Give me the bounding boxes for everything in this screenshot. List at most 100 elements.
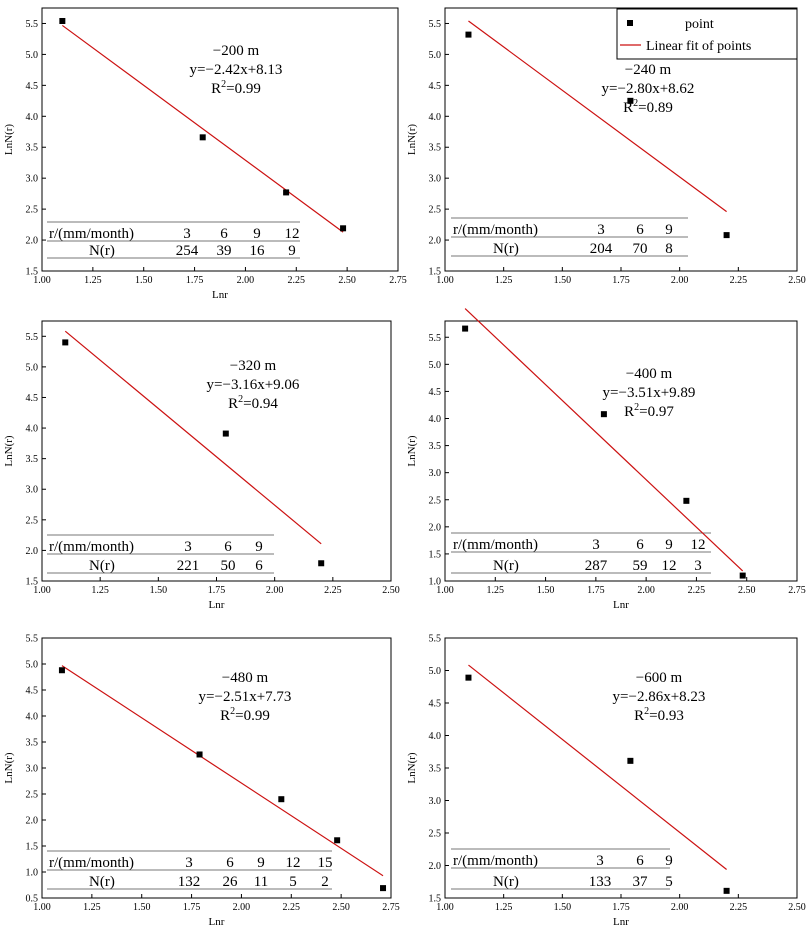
x-tick-label: 2.50 (788, 275, 806, 286)
y-axis-label: LnN(r) (3, 752, 15, 783)
x-tick-label: 2.25 (288, 275, 306, 286)
annotation-equation: y=−3.51x+9.89 (603, 385, 696, 401)
y-tick-label: 3.5 (429, 764, 442, 775)
table-n-label: N(r) (493, 558, 519, 574)
y-axis-label: LnN(r) (406, 752, 418, 783)
x-tick-label: 1.00 (436, 275, 454, 286)
y-tick-label: 1.0 (26, 868, 39, 879)
annotation-depth: −200 m (213, 43, 260, 59)
y-tick-label: 5.5 (26, 19, 39, 30)
fit-line (61, 665, 384, 877)
plot-frame (41, 7, 399, 272)
table-n-value: 39 (217, 243, 232, 259)
table-r-label: r/(mm/month) (49, 226, 134, 242)
annotation-equation: y=−2.42x+8.13 (190, 62, 283, 78)
x-tick-label: 2.00 (233, 902, 251, 913)
y-tick-label: 4.5 (429, 387, 442, 398)
table-r-value: 3 (592, 537, 600, 553)
table-r-value: 3 (183, 226, 191, 242)
x-tick-label: 1.75 (612, 902, 630, 913)
y-tick-label: 5.5 (429, 634, 442, 645)
annotation-r2: R2=0.99 (211, 79, 261, 97)
x-tick-label: 1.75 (208, 585, 226, 596)
chart-panel: 1.00 1.25 1.50 1.75 2.00 2.25 2.50 2.75 1.0 1.5 2.… (406, 308, 806, 611)
table-r-value: 6 (636, 853, 644, 869)
y-tick-label: 2.0 (429, 861, 442, 872)
data-point (196, 751, 203, 758)
x-tick-label: 2.50 (332, 902, 350, 913)
x-tick-label: 1.25 (84, 275, 102, 286)
r2-superscript: 2 (644, 706, 649, 717)
annotation-depth: −400 m (626, 366, 673, 382)
y-tick-label: 5.5 (26, 332, 39, 343)
fit-line (64, 330, 322, 545)
x-tick-label: 2.25 (730, 902, 748, 913)
y-axis-label: LnN(r) (3, 435, 15, 466)
x-tick-label: 1.25 (495, 275, 513, 286)
y-tick-label: 1.0 (429, 577, 442, 588)
plot-frame (444, 320, 798, 582)
chart-panel: 1.00 1.25 1.50 1.75 2.00 2.25 2.50 1.5 2.0 2.5 3.0… (406, 7, 806, 286)
table-n-value: 221 (177, 558, 200, 574)
r2-value: =0.89 (638, 100, 673, 116)
x-tick-label: 2.75 (788, 585, 806, 596)
table-r-value: 9 (665, 853, 673, 869)
r2-superscript: 2 (221, 79, 226, 90)
r2-superscript: 2 (238, 394, 243, 405)
table-n-value: 2 (321, 874, 329, 890)
table-n-label: N(r) (89, 558, 115, 574)
y-tick-label: 5.0 (429, 666, 442, 677)
x-tick-label: 2.50 (738, 585, 756, 596)
data-point (199, 134, 206, 141)
y-tick-label: 1.5 (429, 549, 442, 560)
x-tick-label: 1.25 (487, 585, 505, 596)
x-tick-label: 2.50 (382, 585, 400, 596)
x-tick-label: 2.25 (730, 275, 748, 286)
y-tick-label: 4.5 (429, 81, 442, 92)
x-axis-label: Lnr (613, 599, 629, 611)
chart-panel: 1.00 1.25 1.50 1.75 2.00 2.25 2.50 2.75 0.5 1.0 1.… (3, 634, 400, 929)
table-r-value: 3 (185, 855, 193, 871)
y-tick-label: 5.5 (429, 333, 442, 344)
table-n-value: 9 (288, 243, 296, 259)
x-tick-label: 1.50 (135, 275, 153, 286)
r2-superscript: 2 (634, 402, 639, 413)
y-tick-label: 5.5 (429, 19, 442, 30)
table-n-value: 59 (633, 558, 648, 574)
table-r-label: r/(mm/month) (49, 539, 134, 555)
legend-box (616, 8, 798, 60)
x-axis-label: Lnr (209, 916, 225, 928)
x-tick-label: 2.25 (324, 585, 342, 596)
y-tick-label: 4.0 (26, 424, 39, 435)
legend-point-label: point (685, 17, 714, 32)
x-tick-label: 2.00 (237, 275, 255, 286)
table-r-value: 6 (226, 855, 234, 871)
table-r-value: 9 (255, 539, 263, 555)
y-tick-label: 3.5 (429, 143, 442, 154)
table-n-value: 5 (665, 874, 673, 890)
table-n-label: N(r) (493, 241, 519, 257)
y-tick-label: 3.0 (26, 174, 39, 185)
table-r-value: 3 (597, 222, 605, 238)
table-n-value: 50 (221, 558, 236, 574)
x-tick-label: 1.75 (612, 275, 630, 286)
annotation-r2: R2=0.89 (623, 98, 673, 116)
data-point (627, 757, 634, 764)
table-n-value: 6 (255, 558, 263, 574)
x-tick-label: 1.50 (150, 585, 168, 596)
table-r-value: 12 (691, 537, 706, 553)
y-tick-label: 2.5 (26, 790, 39, 801)
data-point (465, 674, 472, 681)
y-tick-label: 2.5 (26, 205, 39, 216)
table-r-value: 3 (596, 853, 604, 869)
x-tick-label: 2.00 (671, 902, 689, 913)
x-tick-label: 1.50 (554, 275, 572, 286)
x-tick-label: 2.00 (637, 585, 655, 596)
y-tick-label: 2.0 (26, 546, 39, 557)
y-tick-label: 4.0 (26, 712, 39, 723)
data-point (62, 339, 69, 346)
y-tick-label: 4.5 (26, 81, 39, 92)
table-n-label: N(r) (89, 243, 115, 259)
data-point (58, 667, 65, 674)
